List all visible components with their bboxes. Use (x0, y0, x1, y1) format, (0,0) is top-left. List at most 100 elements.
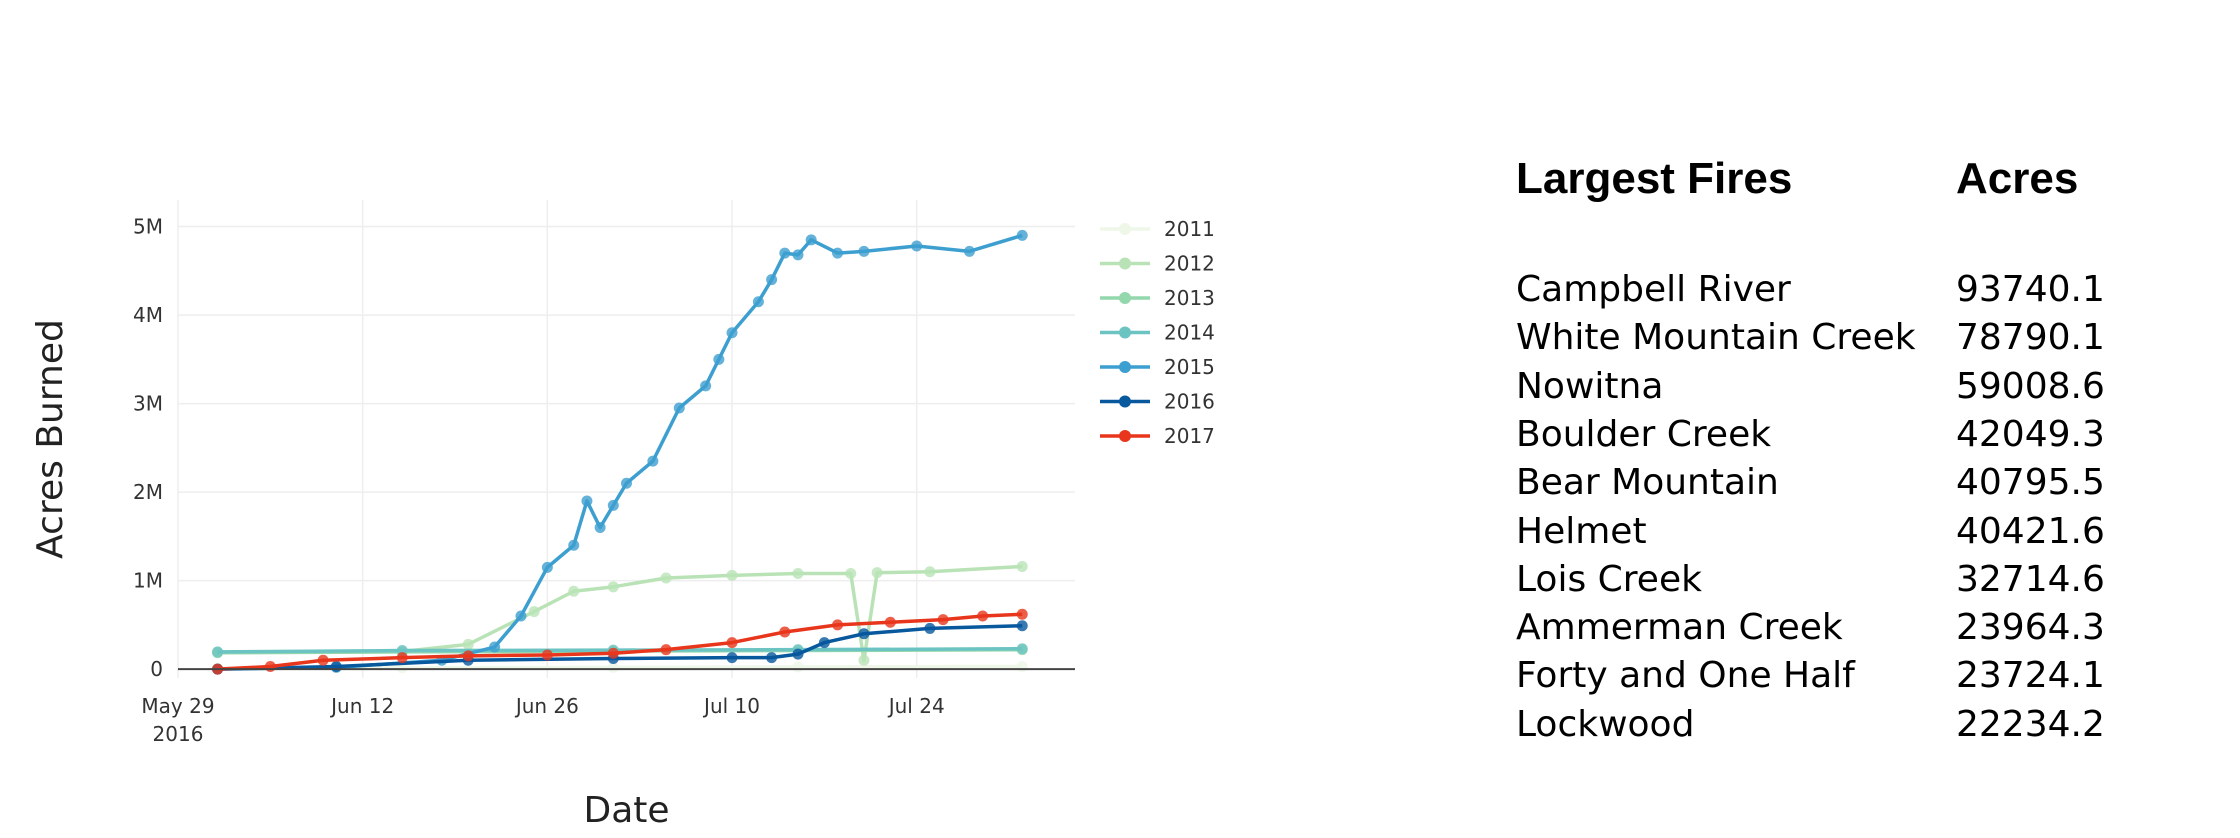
data-point (541, 649, 553, 661)
data-point (884, 616, 896, 628)
data-point (726, 569, 738, 581)
series-line (217, 612, 1023, 671)
data-point (963, 245, 975, 257)
y-tick-label: 2M (133, 480, 163, 504)
data-point (845, 568, 857, 580)
data-point (700, 380, 712, 392)
data-point (396, 652, 408, 664)
chart-legend[interactable]: 2011 2012 2013 2014 2015 2016 2017 (1100, 217, 1215, 448)
table-row: Forty and One Half 23724.1 (1516, 652, 2216, 700)
legend-item-2015[interactable]: 2015 (1100, 355, 1215, 379)
series-line (217, 233, 1023, 671)
data-point (1016, 608, 1028, 620)
series-2015 (212, 229, 1028, 675)
data-point (568, 539, 580, 551)
chart-grid (177, 200, 1075, 678)
data-point (541, 561, 553, 573)
fire-acres: 40421.6 (1956, 510, 2105, 552)
data-point (766, 652, 778, 664)
data-point (568, 585, 580, 597)
data-point (911, 240, 923, 252)
data-point (858, 654, 870, 666)
fire-acres: 23724.1 (1956, 655, 2105, 697)
fire-acres: 32714.6 (1956, 558, 2105, 600)
legend-item-2016[interactable]: 2016 (1100, 390, 1215, 414)
y-axis-ticks: 0 1M 2M 3M 4M 5M (133, 215, 163, 682)
data-point (792, 661, 804, 673)
data-point (792, 568, 804, 580)
fire-name: Boulder Creek (1516, 413, 1772, 455)
data-point (660, 572, 672, 584)
legend-label: 2016 (1164, 390, 1215, 414)
data-point (515, 610, 527, 622)
data-point (779, 626, 791, 638)
data-point (977, 610, 989, 622)
fire-name: Lois Creek (1516, 558, 1702, 600)
table-row: White Mountain Creek 78790.1 (1516, 314, 2216, 362)
fire-name: Campbell River (1516, 269, 1791, 310)
data-point (779, 247, 791, 259)
data-point (212, 646, 224, 658)
legend-item-2011[interactable]: 2011 (1100, 217, 1215, 241)
series-line (217, 564, 1023, 663)
y-tick-label: 4M (133, 303, 163, 327)
fire-acres: 93740.1 (1956, 269, 2105, 310)
data-point (766, 274, 778, 286)
x-tick-label: Jun 26 (514, 694, 579, 718)
fire-name: White Mountain Creek (1516, 317, 1916, 359)
data-point (792, 648, 804, 660)
data-point (594, 522, 606, 534)
data-point (858, 628, 870, 640)
fire-name: Forty and One Half (1516, 655, 1855, 697)
data-point (832, 247, 844, 259)
data-point (581, 495, 593, 507)
data-point (673, 402, 685, 414)
data-point (1016, 620, 1028, 632)
y-tick-label: 3M (133, 392, 163, 416)
data-point (726, 327, 738, 339)
fire-acres: 22234.2 (1956, 703, 2105, 745)
data-point (462, 650, 474, 662)
data-point (937, 614, 949, 626)
data-point (924, 566, 936, 578)
data-point (713, 353, 725, 365)
fire-acres: 59008.6 (1956, 365, 2105, 407)
table-row: Lockwood 22234.2 (1516, 701, 2216, 749)
legend-label: 2011 (1164, 217, 1215, 241)
fire-acres: 42049.3 (1956, 413, 2105, 455)
data-point (726, 637, 738, 649)
table-row: Lois Creek 32714.6 (1516, 556, 2216, 604)
legend-item-2013[interactable]: 2013 (1100, 286, 1215, 310)
legend-label: 2015 (1164, 355, 1215, 379)
data-point (317, 654, 329, 666)
x-tick-label: May 29 2016 (141, 694, 214, 746)
data-point (489, 641, 501, 653)
data-point (528, 606, 540, 618)
legend-item-2017[interactable]: 2017 (1100, 424, 1215, 448)
chart-series (212, 229, 1028, 675)
table-header-name: Largest Fires (1516, 154, 1793, 203)
x-axis-ticks: May 29 2016 Jun 12 Jun 26 Jul 10 Jul 24 (141, 694, 944, 746)
legend-label: 2014 (1164, 321, 1215, 345)
table-row: Nowitna 59008.6 (1516, 363, 2216, 411)
fire-name: Nowitna (1516, 365, 1664, 407)
legend-label: 2013 (1164, 286, 1215, 310)
data-point (607, 499, 619, 511)
legend-item-2012[interactable]: 2012 (1100, 252, 1215, 276)
data-point (832, 619, 844, 631)
fire-name: Ammerman Creek (1516, 607, 1843, 649)
table-row: Ammerman Creek 23964.3 (1516, 604, 2216, 652)
data-point (818, 637, 830, 649)
y-tick-label: 5M (133, 215, 163, 239)
legend-item-2014[interactable]: 2014 (1100, 321, 1215, 345)
data-point (660, 644, 672, 656)
y-tick-label: 1M (133, 569, 163, 593)
x-axis-title: Date (583, 790, 669, 831)
fire-acres: 78790.1 (1956, 317, 2105, 359)
fire-name: Helmet (1516, 510, 1647, 552)
legend-label: 2017 (1164, 424, 1215, 448)
data-point (1016, 229, 1028, 241)
data-point (1016, 560, 1028, 572)
data-point (871, 567, 883, 579)
data-point (264, 660, 276, 672)
